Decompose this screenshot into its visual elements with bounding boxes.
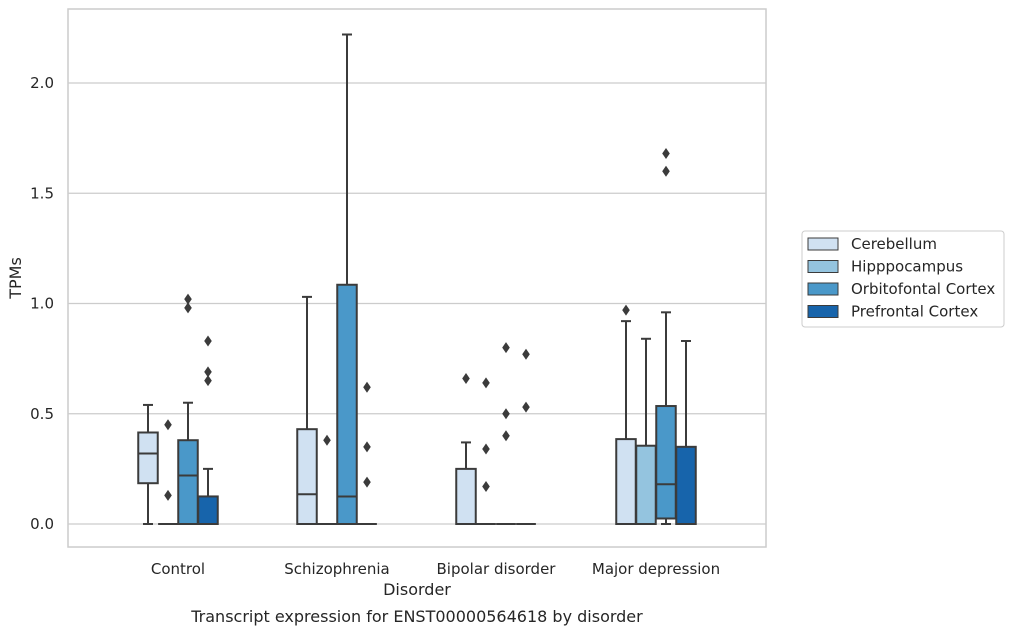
outlier-point — [482, 443, 490, 455]
outlier-point — [522, 348, 530, 360]
series-prefrontal-cortex — [197, 335, 697, 526]
box-element — [635, 337, 657, 525]
y-tick-labels: 0.0 0.5 1.0 1.5 2.0 — [30, 74, 54, 533]
box-element — [296, 295, 318, 525]
y-tick-label: 2.0 — [30, 74, 54, 92]
outlier-point — [662, 165, 670, 177]
box-element — [197, 335, 219, 525]
x-tick-label: Bipolar disorder — [437, 560, 557, 578]
box-element — [336, 33, 358, 525]
outlier-point — [204, 375, 212, 387]
legend-label: Orbitofontal Cortex — [851, 280, 995, 298]
y-axis-title: TPMs — [6, 257, 25, 300]
x-axis-title: Disorder — [383, 580, 451, 599]
box-element — [476, 377, 496, 525]
box-element — [158, 419, 178, 525]
outlier-point — [204, 366, 212, 378]
box-element — [675, 339, 697, 526]
box-element — [496, 342, 516, 525]
x-tick-label: Major depression — [592, 560, 720, 578]
outlier-point — [502, 430, 510, 442]
y-tick-label: 1.5 — [30, 184, 54, 202]
box-element — [655, 148, 677, 525]
box-element — [177, 293, 199, 525]
outlier-point — [502, 408, 510, 420]
box-iqr — [137, 431, 159, 485]
outlier-point — [522, 401, 530, 413]
legend-label: Hipppocampus — [851, 258, 963, 276]
box-element — [357, 381, 377, 525]
outlier-point — [662, 148, 670, 160]
box-element — [317, 434, 337, 525]
box-iqr — [336, 283, 358, 525]
box-iqr — [635, 444, 657, 525]
legend-swatch — [807, 305, 839, 318]
box-iqr — [675, 445, 697, 526]
legend: Cerebellum Hipppocampus Orbitofontal Corte… — [801, 230, 1005, 328]
legend-label: Prefrontal Cortex — [851, 303, 978, 321]
outlier-point — [184, 293, 192, 305]
outlier-point — [363, 441, 371, 453]
y-tick-label: 1.0 — [30, 295, 54, 313]
legend-swatch — [807, 237, 839, 251]
outlier-point — [164, 419, 172, 431]
outlier-point — [204, 335, 212, 347]
outlier-point — [482, 377, 490, 389]
box-element — [516, 348, 536, 525]
box-series — [137, 33, 697, 526]
series-orbitofontal-cortex — [177, 33, 677, 525]
y-tick-label: 0.5 — [30, 405, 54, 423]
plot-frame — [67, 8, 767, 548]
box-iqr — [615, 438, 637, 526]
chart-caption: Transcript expression for ENST0000056461… — [190, 607, 643, 626]
box-element — [137, 403, 159, 525]
outlier-point — [323, 434, 331, 446]
box-iqr — [296, 428, 318, 525]
legend-swatch — [807, 282, 839, 296]
outlier-point — [622, 304, 630, 316]
outlier-point — [363, 476, 371, 488]
x-tick-label: Schizophrenia — [284, 560, 389, 578]
outlier-point — [482, 481, 490, 493]
outlier-point — [184, 302, 192, 314]
series-cerebellum — [137, 295, 637, 526]
box-iqr — [655, 405, 677, 520]
outlier-point — [502, 342, 510, 354]
x-tick-label: Control — [151, 560, 205, 578]
outlier-point — [164, 489, 172, 501]
outlier-point — [462, 372, 470, 384]
series-hipppocampus — [158, 337, 657, 525]
legend-label: Cerebellum — [851, 235, 937, 253]
x-tick-labels: Control Schizophrenia Bipolar disorder Majo… — [151, 560, 720, 578]
legend-swatch — [807, 260, 839, 273]
y-tick-label: 0.0 — [30, 515, 54, 533]
legend-frame — [801, 230, 1005, 328]
outlier-point — [363, 381, 371, 393]
box-iqr — [197, 495, 219, 525]
box-iqr — [455, 467, 477, 525]
box-iqr — [177, 439, 199, 525]
box-element — [455, 372, 477, 525]
